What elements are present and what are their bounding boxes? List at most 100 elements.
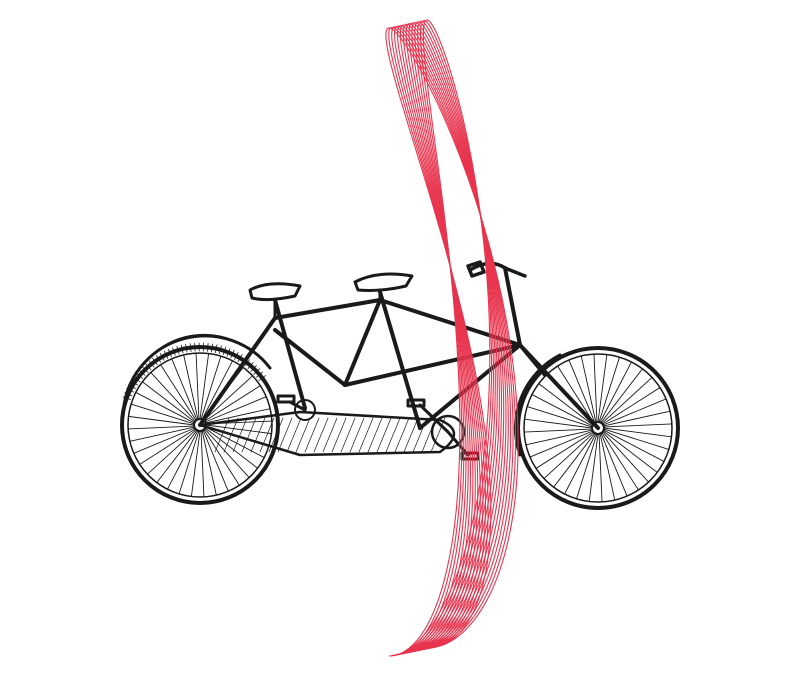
spoke xyxy=(602,398,667,426)
spoke xyxy=(204,427,259,469)
netting-line xyxy=(180,344,184,354)
spoke xyxy=(526,406,593,428)
hatch-line xyxy=(313,417,329,453)
ribbon-line xyxy=(391,26,514,650)
spoke xyxy=(146,429,197,475)
spoke xyxy=(602,431,650,483)
netting-line xyxy=(250,365,257,372)
ribbon-line xyxy=(391,20,493,656)
hatch-line xyxy=(295,417,311,453)
spoke xyxy=(139,428,196,465)
hatch-line xyxy=(349,417,365,453)
spoke xyxy=(600,432,628,497)
hatch-line xyxy=(304,417,320,453)
spoke xyxy=(202,429,229,492)
netting-line xyxy=(234,352,239,360)
netting-line xyxy=(172,347,176,356)
netting-line xyxy=(256,371,264,378)
spoke xyxy=(603,427,672,438)
spoke xyxy=(564,433,597,495)
netting-line xyxy=(194,342,196,352)
spoke xyxy=(205,408,271,424)
netting-line xyxy=(214,344,218,354)
ribbon-line xyxy=(396,24,509,652)
spoke xyxy=(602,430,658,473)
netting-line xyxy=(145,363,152,371)
netting-line xyxy=(138,369,146,376)
hatch-line xyxy=(331,417,347,453)
spoke xyxy=(150,371,196,422)
spoke xyxy=(203,375,254,421)
hatch-line xyxy=(394,417,410,453)
ribbon-line xyxy=(400,21,498,655)
spoke xyxy=(201,360,233,420)
dress-guard-netting xyxy=(122,342,266,401)
spoke xyxy=(588,433,599,502)
spoke xyxy=(141,381,196,423)
netting-line xyxy=(141,366,149,373)
netting-line xyxy=(133,376,141,383)
netting-line xyxy=(152,357,158,365)
hatch-line xyxy=(385,417,401,453)
spoke xyxy=(171,358,198,421)
hatch-line xyxy=(214,417,230,453)
spoke xyxy=(600,368,643,424)
spoke xyxy=(535,431,594,469)
spoke xyxy=(205,426,265,458)
netting-line xyxy=(230,350,235,359)
spoke xyxy=(603,423,673,428)
netting-line xyxy=(222,346,227,356)
spoke xyxy=(538,383,594,426)
netting-line xyxy=(155,355,162,363)
netting-line xyxy=(124,392,133,397)
spoke xyxy=(203,429,240,486)
ribbon-line xyxy=(397,21,496,655)
netting-line xyxy=(159,352,165,361)
ribbon-line xyxy=(394,25,512,651)
ribbon-line xyxy=(388,26,517,650)
ribbon-line xyxy=(394,20,494,656)
spoke xyxy=(128,415,195,426)
netting-line xyxy=(210,343,213,353)
netting-line xyxy=(189,343,192,352)
netting-line xyxy=(237,354,243,362)
spoke xyxy=(190,430,201,497)
spoke xyxy=(553,432,596,488)
hatch-line xyxy=(241,417,257,453)
spoke xyxy=(130,403,195,425)
spoke xyxy=(204,396,267,423)
netting-line xyxy=(176,345,180,355)
hatch-line xyxy=(268,417,284,453)
spoke xyxy=(523,428,593,433)
spoke xyxy=(603,429,665,462)
frame xyxy=(198,266,600,430)
spoke xyxy=(200,430,205,498)
netting-line xyxy=(163,350,169,359)
spoke xyxy=(205,424,272,435)
hatch-line xyxy=(403,417,419,453)
hatch-line xyxy=(322,417,338,453)
spoke xyxy=(204,428,250,479)
netting-line xyxy=(185,343,188,353)
spoke xyxy=(576,433,598,500)
netting-line xyxy=(218,345,222,354)
tandem-bicycle xyxy=(120,260,680,510)
spoke xyxy=(568,359,596,424)
spoke xyxy=(135,392,195,424)
hatch-line xyxy=(250,417,266,453)
spoke xyxy=(129,426,195,442)
netting-line xyxy=(126,388,135,393)
hatch-line xyxy=(286,417,302,453)
chain-guard xyxy=(198,399,466,457)
ribbon-line xyxy=(405,23,503,653)
spoke xyxy=(133,427,196,454)
spoke xyxy=(599,433,616,501)
netting-line xyxy=(135,373,143,379)
hatch-line xyxy=(223,417,239,453)
hatch-line xyxy=(412,417,428,453)
spoke xyxy=(597,354,608,423)
spoke xyxy=(127,425,195,430)
spoke xyxy=(195,352,200,420)
spoke xyxy=(601,432,639,491)
